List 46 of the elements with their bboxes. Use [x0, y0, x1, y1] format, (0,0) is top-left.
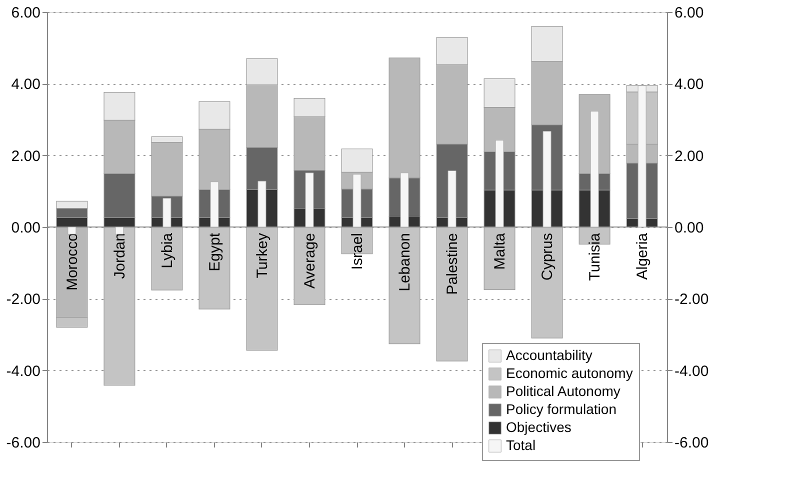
y-tick-label: 6.00 [11, 4, 40, 22]
legend-label: Political Autonomy [506, 383, 620, 399]
x-tick-label: Algeria [634, 232, 652, 280]
y-tick-label: -2.00 [6, 291, 40, 308]
bar [162, 198, 172, 228]
legend-label: Objectives [506, 419, 572, 435]
x-tick-label: Morocco [64, 233, 81, 291]
bar [210, 182, 219, 228]
bar [590, 111, 599, 228]
bar [115, 226, 124, 234]
y2-tick-label: -2.00 [674, 291, 709, 308]
bar [258, 180, 266, 228]
legend-label: Economic autonomy [506, 365, 633, 381]
legend-label: Accountability [506, 347, 592, 363]
y2-tick-label: 0.00 [674, 220, 704, 236]
y-tick-label: 4.00 [11, 76, 40, 94]
bar [68, 226, 76, 234]
bar [495, 140, 504, 228]
bar [305, 172, 314, 228]
legend-label: Policy formulation [506, 401, 616, 417]
x-tick-label: Lebanon [396, 233, 414, 292]
y-tick-label: 2.00 [11, 148, 40, 165]
x-tick-label: Jordan [111, 233, 128, 279]
y2-tick-label: -6.00 [674, 434, 709, 452]
y2-tick-label: 4.00 [674, 76, 704, 94]
x-tick-label: Average [301, 233, 318, 289]
bar [542, 131, 552, 228]
y-tick-label: -6.00 [6, 434, 40, 452]
y2-tick-label: -4.00 [674, 362, 709, 380]
y2-tick-label: 2.00 [674, 148, 704, 165]
y-tick-label: -4.00 [6, 362, 40, 380]
x-tick-label: Egypt [206, 232, 224, 272]
bar [448, 170, 456, 228]
bar [638, 86, 646, 228]
x-tick-label: Turkey [254, 232, 271, 278]
y2-tick-label: 6.00 [674, 4, 704, 22]
bar [400, 172, 409, 228]
y-tick-label: 0.00 [11, 220, 40, 236]
legend-label: Total [506, 437, 536, 453]
x-tick-label: Palestine [444, 233, 462, 295]
x-tick-label: Israel [349, 233, 366, 270]
bar [352, 174, 362, 228]
x-tick-label: Lybia [158, 232, 176, 268]
x-tick-label: Tunisia [586, 232, 604, 281]
x-tick-label: Malta [492, 232, 509, 270]
x-tick-label: Cyprus [539, 233, 556, 281]
